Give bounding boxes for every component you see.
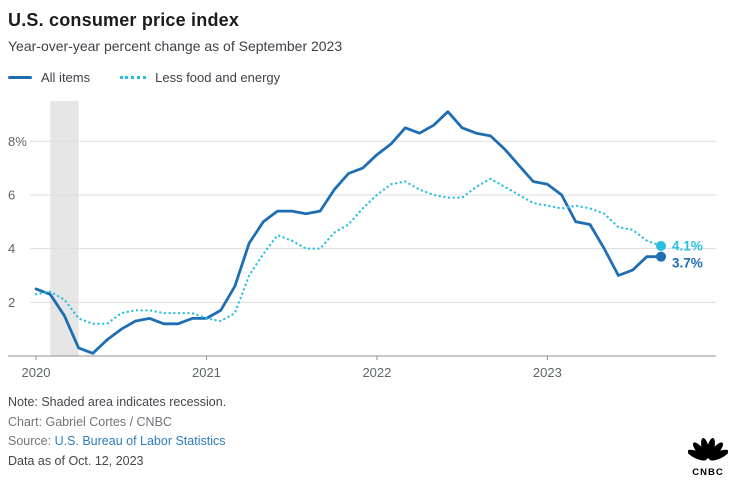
cnbc-logo: CNBC xyxy=(687,433,729,484)
x-tick-label: 2021 xyxy=(192,365,221,380)
page-title: U.S. consumer price index xyxy=(8,10,240,30)
legend-item-less-food-energy: Less food and energy xyxy=(120,70,280,85)
end-label-all-items: 3.7% xyxy=(672,255,703,270)
source-prefix: Source: xyxy=(8,434,55,448)
x-tick-label: 2022 xyxy=(362,365,391,380)
end-dot-less-food-and-energy xyxy=(656,240,666,251)
cnbc-wordmark: CNBC xyxy=(692,467,723,478)
series-line-all-items xyxy=(34,110,663,355)
source-link[interactable]: U.S. Bureau of Labor Statistics xyxy=(54,434,226,448)
y-tick-label: 8% xyxy=(8,134,27,149)
cpi-line-chart: 2 4 6 8% 2020 2021 2022 2023 4.1% 3.7% xyxy=(8,101,716,380)
legend-label-all-items: All items xyxy=(41,70,91,85)
end-dot-all-items xyxy=(656,251,666,262)
credit-text: Chart: Gabriel Cortes / CNBC xyxy=(8,414,172,429)
cnbc-peacock-icon: CNBC xyxy=(687,438,729,478)
end-label-less-food-and-energy: 4.1% xyxy=(672,238,703,253)
x-tick-label: 2020 xyxy=(22,365,51,380)
source-line: Source: U.S. Bureau of Labor Statistics xyxy=(8,432,740,452)
legend-label-less-food-energy: Less food and energy xyxy=(155,70,281,85)
legend: All items Less food and energy xyxy=(8,70,740,85)
y-tick-label: 6 xyxy=(8,187,15,202)
y-tick-label: 2 xyxy=(8,295,15,310)
less-food-energy-line-swatch xyxy=(120,76,147,79)
footer-notes: Note: Shaded area indicates recession. C… xyxy=(8,393,740,471)
y-tick-label: 4 xyxy=(8,241,15,256)
x-tick-label: 2023 xyxy=(533,365,562,380)
all-items-line-swatch xyxy=(8,76,32,79)
chart-subtitle: Year-over-year percent change as of Sept… xyxy=(8,38,343,54)
legend-item-all-items: All items xyxy=(8,70,90,85)
note-text: Note: Shaded area indicates recession. xyxy=(8,395,227,409)
data-as-of-text: Data as of Oct. 12, 2023 xyxy=(8,453,144,468)
